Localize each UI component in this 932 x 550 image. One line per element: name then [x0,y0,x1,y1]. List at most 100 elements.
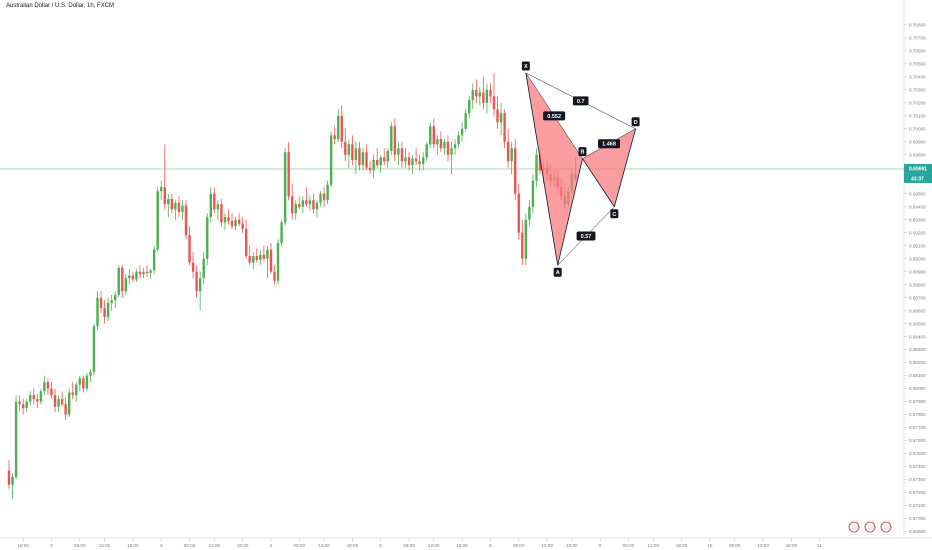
candle-body [82,378,85,389]
candle-body [89,371,92,376]
candle-body [393,126,397,155]
price-tick-label: 0.67000 [909,516,926,521]
time-tick-label: 12:00 [99,543,111,548]
pattern-point-label: C [612,212,616,218]
candle-body [475,89,478,97]
candle-body [407,157,411,166]
pattern-leg[interactable] [582,158,615,207]
pattern-point-box [610,209,619,219]
candle-body [386,150,389,162]
price-tick-label: 0.69300 [909,217,926,222]
ratio-label-box [572,96,589,106]
tradingview-logo-icon [848,521,892,533]
candle-body [421,157,425,164]
candle-body [510,148,513,162]
candle-body [269,249,273,272]
candle-body [50,388,53,396]
time-tick-label: 18:00 [237,543,249,548]
price-tick-label: 0.69200 [909,230,926,235]
candle-body [322,193,326,201]
candle-body [128,275,131,279]
price-tick-label: 0.67600 [909,438,926,443]
candle-body [234,219,237,227]
price-tick-label: 0.69900 [909,139,926,144]
price-tick-label: 0.68500 [909,321,926,326]
time-axis[interactable]: 18:00 2 06:00 12:00 18:00 3 06:00 12:00 18:00 4 06… [17,538,822,548]
candle-body [188,235,191,263]
candle-body [453,144,457,149]
price-tick-label: 0.68900 [909,269,926,274]
candle-body [46,382,50,389]
candle-body [252,256,255,263]
time-tick-label: 12:00 [757,543,769,548]
time-tick-label: 11 [817,543,822,548]
candle-body [418,161,421,164]
candle-body [457,135,460,145]
candle-body [184,205,188,236]
price-tick-label: 0.68300 [909,347,926,352]
time-tick-label: 18:00 [566,543,578,548]
candle-body [482,92,485,103]
candle-body [291,196,294,214]
candle-body [538,154,542,171]
candle-body [273,271,276,281]
time-tick-label: 8 [489,543,492,548]
pattern-leg[interactable] [613,128,636,207]
candle-body [7,470,11,485]
price-tick-label: 0.67100 [909,503,926,508]
candle-body [446,141,450,155]
candle-body [517,193,520,233]
pattern-point-box [553,267,562,277]
candle-body [117,267,120,296]
chart-title: Australian Dollar / U.S. Dollar, 1h, FXC… [6,3,115,9]
candle-body [142,271,145,275]
candle-body [255,256,258,261]
candle-body [375,159,379,166]
price-tick-label: 0.69400 [909,204,926,209]
candle-body [25,401,28,409]
candle-body [283,152,287,223]
price-tick-label: 0.68100 [909,373,926,378]
ratio-label: 1.468 [602,142,616,148]
candle-body [213,193,216,210]
pattern-leg[interactable] [557,158,583,266]
candle-body [156,191,159,250]
candle-body [432,126,435,145]
candle-body [96,297,99,327]
pattern-leg[interactable] [525,72,559,266]
candle-body [287,152,290,197]
price-axis[interactable]: 0.70800 0.70700 0.70600 0.70500 0.70400 0.703… [904,22,926,534]
candle-body [43,382,46,392]
candle-body [92,326,96,372]
time-tick-label: 06:00 [184,543,196,548]
candle-body [535,154,538,181]
price-tick-label: 0.67300 [909,477,926,482]
candle-body [266,249,269,259]
candle-body [149,270,152,273]
candle-body [160,187,163,192]
candle-body [103,308,106,318]
harmonic-pattern-drawing[interactable]: 0.552 0.57 0.7 1.468 X A B C D [521,61,640,277]
candle-body [57,399,60,407]
candle-body [298,204,301,207]
time-tick-label: 18:00 [17,543,29,548]
candle-body [460,128,464,136]
candle-body [237,219,241,224]
ratio-label: 0.552 [547,114,561,120]
candle-body [368,167,372,171]
candle-body [471,89,474,101]
time-tick-label: 5 [379,543,382,548]
candle-body [262,254,266,259]
candle-body [78,378,81,385]
candle-body [439,139,443,149]
price-tick-label: 0.67900 [909,399,926,404]
ratio-label-box [598,139,621,149]
candle-body [489,89,492,97]
candle-body [174,202,177,210]
time-tick-label: 3 [160,543,163,548]
candle-body [99,297,103,309]
candle-body [209,193,212,218]
candle-body [106,302,110,318]
candle-body [11,476,14,485]
